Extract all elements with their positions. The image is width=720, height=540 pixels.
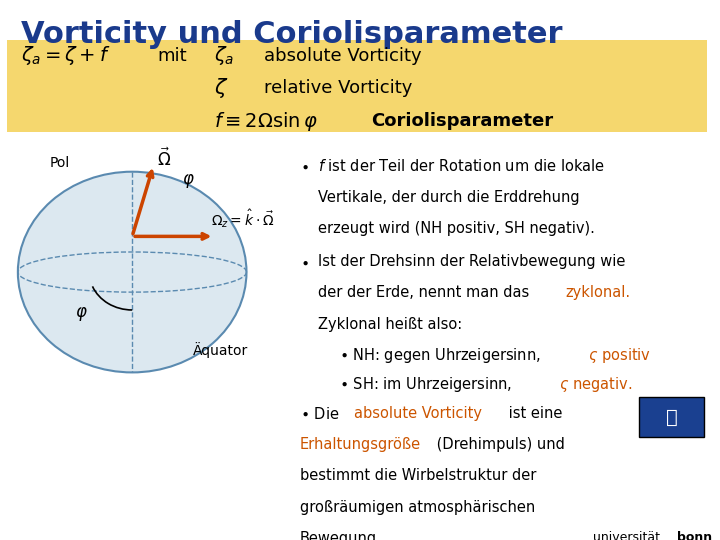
FancyBboxPatch shape — [7, 40, 707, 132]
Text: $\varphi$: $\varphi$ — [75, 306, 88, 323]
Text: Vertikale, der durch die Erddrehung: Vertikale, der durch die Erddrehung — [318, 190, 580, 205]
Text: $\varphi$: $\varphi$ — [182, 172, 195, 190]
Text: $\zeta_a = \zeta + f$: $\zeta_a = \zeta + f$ — [22, 44, 111, 68]
Text: $\bullet$ NH: gegen Uhrzeigersinn,: $\bullet$ NH: gegen Uhrzeigersinn, — [339, 346, 543, 365]
Text: $\zeta$: $\zeta$ — [215, 76, 229, 100]
Text: $\bullet$: $\bullet$ — [300, 254, 309, 269]
Text: $f$ ist der Teil der Rotation um die lokale: $f$ ist der Teil der Rotation um die lok… — [318, 158, 605, 174]
Text: $\vec{\Omega}$: $\vec{\Omega}$ — [157, 147, 171, 170]
Text: $\zeta_a$: $\zeta_a$ — [215, 44, 235, 68]
Text: Vorticity und Coriolisparameter: Vorticity und Coriolisparameter — [22, 20, 563, 49]
Text: absolute Vorticity: absolute Vorticity — [354, 406, 482, 421]
Text: Ist der Drehsinn der Relativbewegung wie: Ist der Drehsinn der Relativbewegung wie — [318, 254, 625, 269]
Text: zyklonal.: zyklonal. — [566, 286, 631, 300]
Text: der der Erde, nennt man das: der der Erde, nennt man das — [318, 286, 534, 300]
Text: Äquator: Äquator — [193, 342, 248, 358]
Text: $\varsigma$ negativ.: $\varsigma$ negativ. — [559, 375, 633, 394]
Text: Bewegung.: Bewegung. — [300, 531, 382, 540]
Text: bonn: bonn — [677, 531, 711, 540]
Text: universität: universität — [593, 531, 660, 540]
Text: 26: 26 — [672, 423, 693, 442]
Text: ist eine: ist eine — [504, 406, 562, 421]
Text: relative Vorticity: relative Vorticity — [264, 79, 413, 97]
Text: $\bullet$ Die: $\bullet$ Die — [300, 406, 340, 422]
Text: $f \equiv 2\Omega\sin\varphi$: $f \equiv 2\Omega\sin\varphi$ — [215, 110, 318, 133]
Text: Pol: Pol — [50, 156, 71, 170]
Text: ⬛: ⬛ — [666, 408, 678, 427]
Ellipse shape — [18, 172, 246, 373]
Text: $\bullet$: $\bullet$ — [300, 158, 309, 173]
Text: Coriolisparameter: Coriolisparameter — [372, 112, 554, 130]
Text: $\bullet$ SH: im Uhrzeigersinn,: $\bullet$ SH: im Uhrzeigersinn, — [339, 375, 514, 394]
Text: bestimmt die Wirbelstruktur der: bestimmt die Wirbelstruktur der — [300, 468, 536, 483]
Text: großräumigen atmosphärischen: großräumigen atmosphärischen — [300, 500, 535, 515]
Text: $\Omega_z = \hat{k}\cdot\vec{\Omega}$: $\Omega_z = \hat{k}\cdot\vec{\Omega}$ — [211, 207, 274, 230]
Text: Erhaltungsgröße: Erhaltungsgröße — [300, 437, 421, 452]
Text: mit: mit — [157, 47, 186, 65]
FancyBboxPatch shape — [639, 397, 703, 437]
Text: Zyklonal heißt also:: Zyklonal heißt also: — [318, 316, 462, 332]
Text: (Drehimpuls) und: (Drehimpuls) und — [432, 437, 565, 452]
Text: $\varsigma$ positiv: $\varsigma$ positiv — [588, 346, 651, 365]
Text: erzeugt wird (NH positiv, SH negativ).: erzeugt wird (NH positiv, SH negativ). — [318, 221, 595, 236]
Text: absolute Vorticity: absolute Vorticity — [264, 47, 422, 65]
